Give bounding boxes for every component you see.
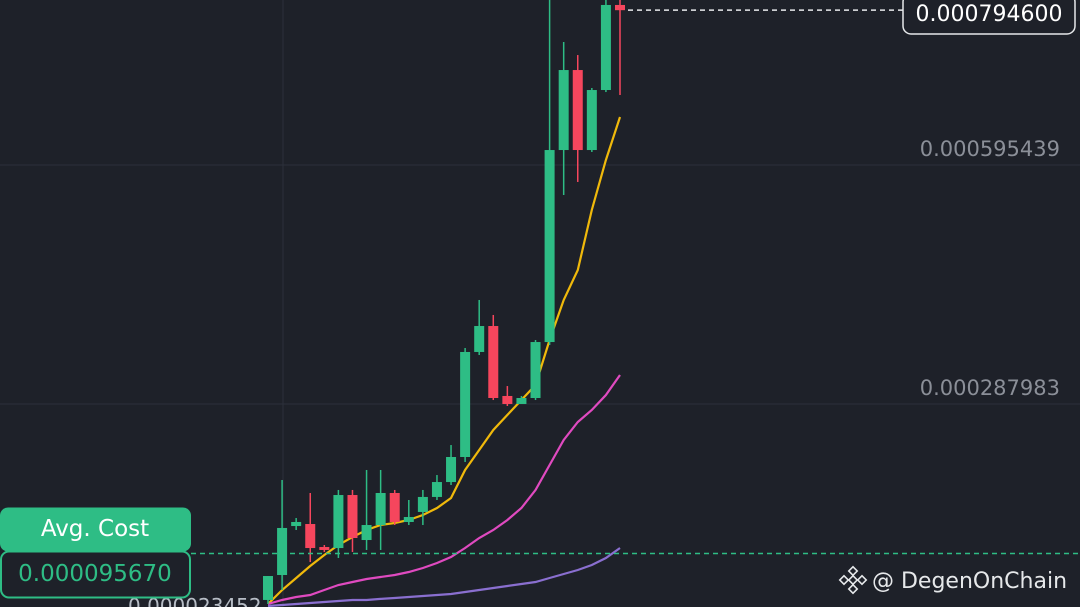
candle-body bbox=[291, 521, 302, 527]
watermark-logo bbox=[838, 565, 868, 595]
candle-body bbox=[516, 398, 527, 404]
candle-body bbox=[586, 90, 597, 151]
candle-body bbox=[403, 517, 414, 522]
logo-diamond bbox=[838, 574, 850, 586]
moving-average-line bbox=[267, 374, 621, 606]
y-tick-label: 0.000595439 bbox=[920, 137, 1060, 161]
y-tick-label: 0.000287983 bbox=[920, 376, 1060, 400]
logo-diamond bbox=[856, 574, 868, 586]
candle-body bbox=[530, 342, 541, 399]
candle-body bbox=[558, 70, 569, 151]
candle-body bbox=[446, 457, 457, 483]
candle-body bbox=[305, 524, 316, 549]
last-price-label: 0.000794600 bbox=[916, 2, 1063, 27]
candle-body bbox=[389, 492, 400, 522]
candle-body bbox=[460, 351, 471, 458]
avg-cost-value: 0.000095670 bbox=[18, 561, 172, 587]
moving-average-line bbox=[267, 547, 621, 607]
watermark-text: @ DegenOnChain bbox=[872, 569, 1067, 594]
candle-body bbox=[615, 4, 625, 11]
logo-diamond bbox=[847, 565, 859, 577]
candle-body bbox=[375, 492, 386, 526]
candle-body bbox=[319, 547, 330, 550]
candle-body bbox=[361, 525, 372, 541]
logo-diamond bbox=[847, 583, 859, 595]
candle-body bbox=[277, 527, 288, 576]
candle-body bbox=[600, 4, 611, 91]
candle-body bbox=[572, 70, 583, 151]
candle-body bbox=[502, 395, 513, 404]
candle-body bbox=[431, 482, 442, 497]
logo-diamond bbox=[847, 574, 859, 586]
last-price-box bbox=[902, 0, 1076, 35]
candle-body bbox=[347, 495, 358, 539]
candle-body bbox=[544, 150, 555, 343]
candle-body bbox=[263, 576, 273, 600]
candle-body bbox=[474, 326, 485, 352]
avg-cost-title-box bbox=[0, 507, 191, 552]
avg-cost-title: Avg. Cost bbox=[41, 516, 149, 542]
candle-body bbox=[488, 326, 499, 399]
candle-body bbox=[333, 495, 344, 549]
candle-body bbox=[417, 496, 428, 512]
